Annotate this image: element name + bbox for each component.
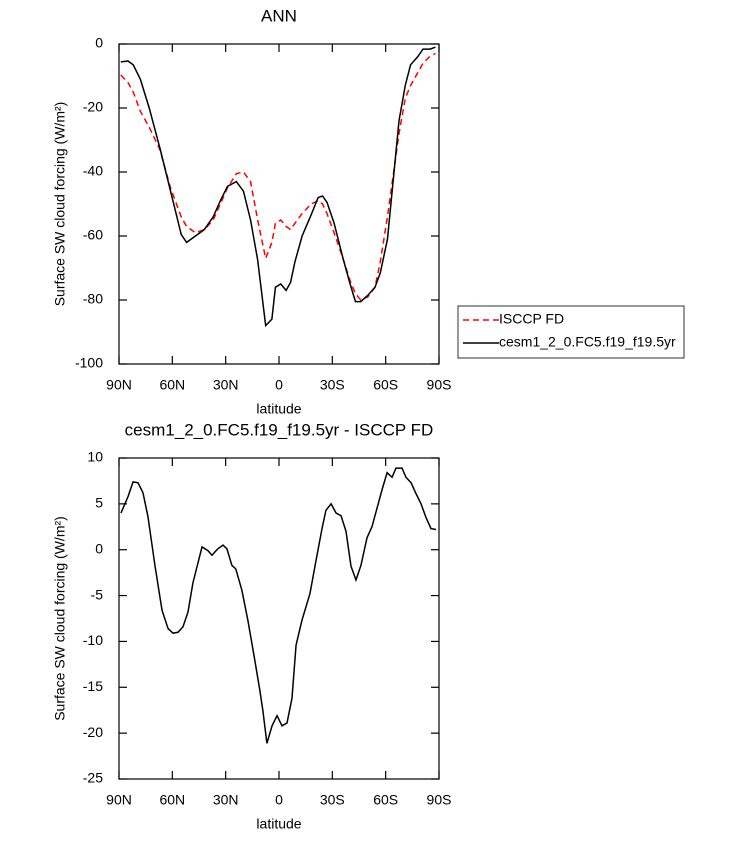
y-tick-label: -80 [83, 291, 103, 307]
y-tick-label: 5 [95, 495, 103, 511]
x-tick-label: 60N [159, 377, 185, 393]
y-tick-label: -20 [83, 99, 103, 115]
x-tick-label: 0 [275, 792, 283, 808]
x-tick-label: 30S [320, 377, 345, 393]
legend-box [457, 305, 685, 359]
x-tick-label: 60S [373, 377, 398, 393]
data-line [120, 46, 436, 328]
x-tick-label: 60N [159, 792, 185, 808]
chart-title: cesm1_2_0.FC5.f19_f19.5yr - ISCCP FD [125, 420, 434, 439]
legend-label: cesm1_2_0.FC5.f19_f19.5yr [499, 334, 676, 350]
x-tick-label: 90N [106, 792, 132, 808]
y-axis-label: Surface SW cloud forcing (W/m²) [52, 102, 68, 307]
y-tick-label: 0 [95, 540, 103, 556]
plot-frame [118, 457, 440, 780]
data-line [120, 467, 437, 744]
chart-title: ANN [261, 6, 297, 25]
x-tick-label: 30N [213, 377, 239, 393]
y-tick-label: 0 [95, 35, 103, 51]
y-tick-label: -10 [83, 632, 103, 648]
data-line [120, 52, 436, 301]
x-tick-label: 90N [106, 377, 132, 393]
x-tick-label: 30N [213, 792, 239, 808]
x-tick-label: 90S [427, 792, 452, 808]
y-tick-label: -20 [83, 724, 103, 740]
y-tick-label: -15 [83, 678, 103, 694]
x-tick-label: 60S [373, 792, 398, 808]
y-tick-label: -40 [83, 163, 103, 179]
x-tick-label: 90S [427, 377, 452, 393]
x-tick-label: 30S [320, 792, 345, 808]
y-tick-label: -5 [91, 586, 104, 602]
x-tick-label: 0 [275, 377, 283, 393]
y-tick-label: -100 [75, 355, 103, 371]
x-axis-label: latitude [256, 816, 301, 832]
y-tick-label: 10 [87, 449, 103, 465]
y-axis-label: Surface SW cloud forcing (W/m²) [52, 516, 68, 721]
x-axis-label: latitude [256, 401, 301, 417]
y-tick-label: -60 [83, 227, 103, 243]
legend-label: ISCCP FD [499, 311, 564, 327]
y-tick-label: -25 [83, 770, 103, 786]
